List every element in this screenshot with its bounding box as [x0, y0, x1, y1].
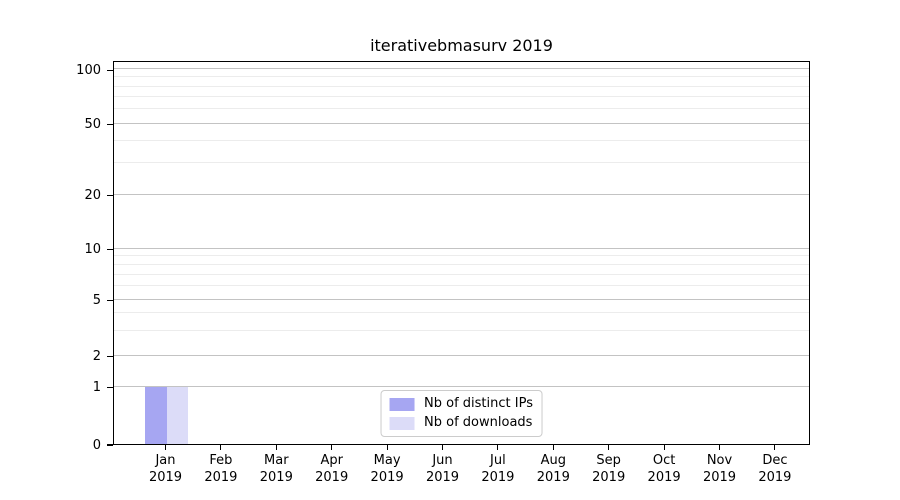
y-tick-label-0: 0 [92, 437, 101, 453]
y-tick-mark-10 [107, 248, 113, 251]
gridline-100 [114, 68, 809, 70]
y-tick-label-100: 100 [76, 62, 101, 78]
y-tick-label-10: 10 [84, 242, 101, 258]
y-tick-label-20: 20 [84, 188, 101, 203]
gridline-10 [114, 247, 809, 249]
x-tick-label-dec: Dec 2019 [740, 452, 810, 486]
gridline-9 [114, 255, 809, 257]
gridline-4 [114, 312, 809, 314]
x-tick-mark-nov [718, 445, 721, 450]
x-tick-mark-apr [331, 445, 333, 450]
gridline-2 [114, 354, 809, 356]
x-tick-label-jun: Jun 2019 [408, 452, 478, 486]
legend-label: Nb of distinct IPs [424, 396, 533, 411]
x-tick-label-apr: Apr 2019 [297, 452, 367, 486]
gridline-6 [114, 285, 809, 287]
bar-nb-of-downloads-jan [166, 386, 188, 444]
x-tick-year: 2019 [204, 470, 238, 485]
x-tick-label-jan: Jan 2019 [131, 452, 201, 486]
x-tick-year: 2019 [425, 470, 460, 485]
x-tick-label-aug: Aug 2019 [518, 452, 588, 486]
x-tick-year: 2019 [647, 470, 681, 485]
y-tick-label-50: 50 [84, 117, 101, 132]
legend-swatch-icon [389, 416, 415, 430]
bar-nb-of-distinct-ips-jan [145, 386, 167, 444]
gridline-40 [114, 139, 809, 141]
gridline-7 [114, 273, 809, 275]
x-tick-month: Nov [706, 453, 733, 468]
x-tick-label-may: May 2019 [352, 452, 422, 486]
gridline-5 [114, 298, 809, 300]
x-tick-label-sep: Sep 2019 [574, 452, 644, 486]
x-tick-month: Jul [490, 453, 506, 468]
x-tick-month: May [373, 453, 401, 468]
x-tick-year: 2019 [259, 470, 293, 485]
x-tick-year: 2019 [315, 470, 349, 485]
y-tick-mark-20 [107, 194, 113, 197]
gridline-8 [114, 263, 809, 265]
x-tick-mark-mar [275, 445, 277, 450]
y-tick-label-2: 2 [92, 348, 101, 364]
gridline-50 [114, 122, 809, 124]
y-tick-mark-5 [107, 299, 113, 302]
gridline-20 [114, 193, 809, 195]
x-tick-month: Jun [432, 453, 453, 468]
x-tick-month: Oct [652, 453, 676, 468]
x-tick-year: 2019 [370, 470, 404, 485]
x-tick-mark-sep [608, 445, 610, 450]
legend-entry: Nb of downloads [389, 416, 533, 430]
plot-area: Nb of distinct IPs Nb of downloads [113, 61, 810, 445]
gridline-70 [114, 96, 809, 98]
gridline-80 [114, 85, 809, 87]
legend-entry: Nb of distinct IPs [389, 397, 533, 411]
x-tick-month: Mar [264, 453, 289, 468]
gridline-3 [114, 329, 809, 331]
y-tick-mark-2 [107, 355, 113, 358]
x-tick-month: Jan [155, 453, 176, 468]
x-tick-label-oct: Oct 2019 [629, 452, 699, 486]
gridline-60 [114, 108, 809, 110]
x-tick-mark-dec [774, 445, 776, 450]
x-tick-year: 2019 [592, 470, 626, 485]
x-tick-mark-jan [164, 445, 167, 450]
x-tick-year: 2019 [758, 470, 792, 485]
x-tick-mark-may [386, 445, 388, 450]
x-tick-mark-feb [220, 445, 222, 450]
y-tick-label-5: 5 [92, 293, 101, 308]
x-tick-label-nov: Nov 2019 [685, 452, 755, 486]
y-tick-mark-100 [107, 69, 113, 71]
gridline-90 [114, 76, 809, 78]
x-tick-label-mar: Mar 2019 [241, 452, 311, 486]
x-tick-year: 2019 [536, 470, 570, 485]
gridline-30 [114, 162, 809, 164]
legend-swatch-icon [389, 397, 415, 411]
x-tick-mark-aug [552, 445, 554, 450]
y-tick-mark-50 [107, 123, 113, 126]
x-tick-mark-oct [663, 445, 665, 450]
x-tick-month: Feb [209, 453, 233, 468]
legend-label: Nb of downloads [424, 415, 533, 430]
y-tick-label-1: 1 [92, 380, 101, 395]
chart-title: iterativebmasurv 2019 [370, 36, 553, 55]
x-tick-mark-jul [497, 445, 499, 450]
legend: Nb of distinct IPs Nb of downloads [380, 390, 543, 437]
x-tick-month: Dec [762, 453, 788, 468]
x-tick-label-jul: Jul 2019 [463, 452, 533, 486]
x-tick-year: 2019 [481, 470, 515, 485]
x-tick-year: 2019 [702, 470, 737, 485]
x-tick-month: Aug [540, 453, 566, 468]
x-tick-month: Apr [320, 453, 343, 468]
x-tick-label-feb: Feb 2019 [186, 452, 256, 486]
y-tick-mark-0 [107, 444, 113, 446]
x-tick-mark-jun [441, 445, 444, 450]
y-tick-mark-1 [107, 386, 113, 389]
gridline-1 [114, 385, 809, 387]
x-tick-month: Sep [596, 453, 621, 468]
x-tick-year: 2019 [148, 470, 183, 485]
